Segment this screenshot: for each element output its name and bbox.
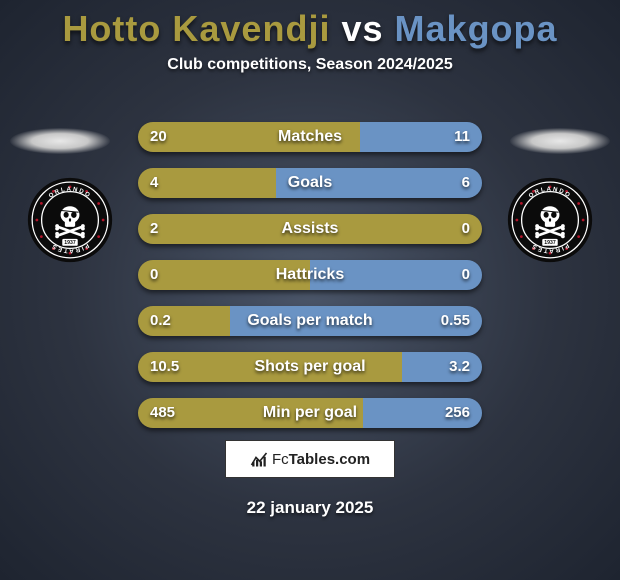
- stat-bar-right-value: 0: [462, 214, 470, 244]
- stat-bar-left-value: 10.5: [150, 352, 179, 382]
- stat-bar-right-fill: [276, 168, 482, 198]
- stat-bars: Matches2011Goals46Assists20Hattricks00Go…: [138, 122, 482, 444]
- stat-bar-left-value: 0: [150, 260, 158, 290]
- stat-bar-right-value: 11: [454, 122, 470, 152]
- svg-text:1937: 1937: [544, 240, 556, 246]
- svg-text:1937: 1937: [64, 240, 76, 246]
- stat-bar-row: Assists20: [138, 214, 482, 244]
- attribution-icon: [250, 450, 268, 468]
- stat-bar-row: Goals46: [138, 168, 482, 198]
- stat-bar-left-value: 20: [150, 122, 167, 152]
- stat-bar-right-value: 6: [462, 168, 470, 198]
- stat-bar-right-value: 3.2: [449, 352, 470, 382]
- stat-bar-right-value: 0.55: [441, 306, 470, 336]
- club-badge-left: ORLANDO PIRATES 1937: [27, 177, 113, 263]
- stat-bar-left-value: 4: [150, 168, 158, 198]
- player1-name: Hotto Kavendji: [62, 8, 330, 49]
- player1-placeholder-shadow: [10, 128, 110, 154]
- stat-bar-left-fill: [138, 168, 276, 198]
- stat-bar-right-fill: [310, 260, 482, 290]
- club-badge-right: ORLANDO PIRATES 1937: [507, 177, 593, 263]
- stat-bar-row: Goals per match0.20.55: [138, 306, 482, 336]
- stat-bar-row: Matches2011: [138, 122, 482, 152]
- comparison-title: Hotto Kavendji vs Makgopa: [0, 0, 620, 50]
- date-text: 22 january 2025: [0, 498, 620, 518]
- stat-bar-left-value: 485: [150, 398, 175, 428]
- stat-bar-right-value: 256: [445, 398, 470, 428]
- stat-bar-left-fill: [138, 214, 482, 244]
- stat-bar-right-value: 0: [462, 260, 470, 290]
- attribution-text: FcTables.com: [272, 451, 370, 468]
- stat-bar-row: Hattricks00: [138, 260, 482, 290]
- player2-placeholder-shadow: [510, 128, 610, 154]
- stat-bar-left-fill: [138, 122, 360, 152]
- stat-bar-left-value: 2: [150, 214, 158, 244]
- vs-text: vs: [341, 8, 383, 49]
- stat-bar-row: Min per goal485256: [138, 398, 482, 428]
- subtitle: Club competitions, Season 2024/2025: [0, 56, 620, 74]
- player2-name: Makgopa: [395, 8, 558, 49]
- stat-bar-left-value: 0.2: [150, 306, 171, 336]
- stat-bar-left-fill: [138, 260, 310, 290]
- attribution-box: FcTables.com: [225, 440, 395, 478]
- stat-bar-row: Shots per goal10.53.2: [138, 352, 482, 382]
